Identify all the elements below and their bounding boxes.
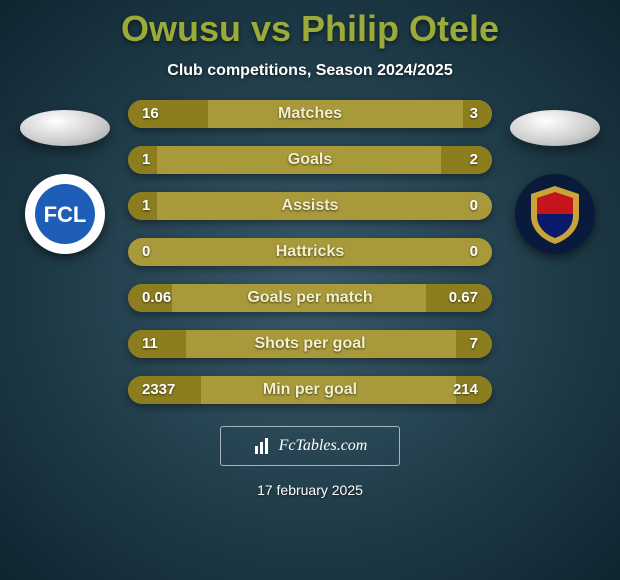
svg-text:FCL: FCL: [44, 202, 87, 227]
player-left-column: FCL: [10, 100, 120, 254]
stat-row: 1Goals2: [128, 146, 492, 174]
stat-right-value: 0: [470, 238, 478, 266]
brand-badge[interactable]: FcTables.com: [220, 426, 400, 466]
basel-badge-icon: [523, 182, 587, 246]
stat-label: Shots per goal: [128, 330, 492, 358]
stat-label: Assists: [128, 192, 492, 220]
date-text: 17 february 2025: [0, 482, 620, 498]
page-title: Owusu vs Philip Otele: [0, 0, 620, 50]
stat-row: 2337Min per goal214: [128, 376, 492, 404]
stat-right-value: 214: [453, 376, 478, 404]
comparison-card: Owusu vs Philip Otele Club competitions,…: [0, 0, 620, 580]
main-content: FCL 16Matches31Goals21Assists00Hattricks…: [0, 100, 620, 422]
brand-bars-icon: [253, 436, 273, 456]
club-badge-right: [515, 174, 595, 254]
fcl-badge-icon: FCL: [33, 182, 97, 246]
stat-right-value: 3: [470, 100, 478, 128]
stat-label: Goals: [128, 146, 492, 174]
stat-row: 16Matches3: [128, 100, 492, 128]
player-right-column: [500, 100, 610, 254]
club-badge-left: FCL: [25, 174, 105, 254]
stat-row: 1Assists0: [128, 192, 492, 220]
stat-right-value: 7: [470, 330, 478, 358]
stat-label: Matches: [128, 100, 492, 128]
stat-right-value: 0.67: [449, 284, 478, 312]
stat-row: 0Hattricks0: [128, 238, 492, 266]
stat-right-value: 0: [470, 192, 478, 220]
stat-label: Hattricks: [128, 238, 492, 266]
stats-column: 16Matches31Goals21Assists00Hattricks00.0…: [120, 100, 500, 422]
player-left-photo: [20, 110, 110, 146]
stat-row: 0.06Goals per match0.67: [128, 284, 492, 312]
stat-label: Goals per match: [128, 284, 492, 312]
stat-row: 11Shots per goal7: [128, 330, 492, 358]
subtitle: Club competitions, Season 2024/2025: [0, 62, 620, 80]
brand-text: FcTables.com: [279, 437, 368, 455]
stat-right-value: 2: [470, 146, 478, 174]
stat-label: Min per goal: [128, 376, 492, 404]
player-right-photo: [510, 110, 600, 146]
